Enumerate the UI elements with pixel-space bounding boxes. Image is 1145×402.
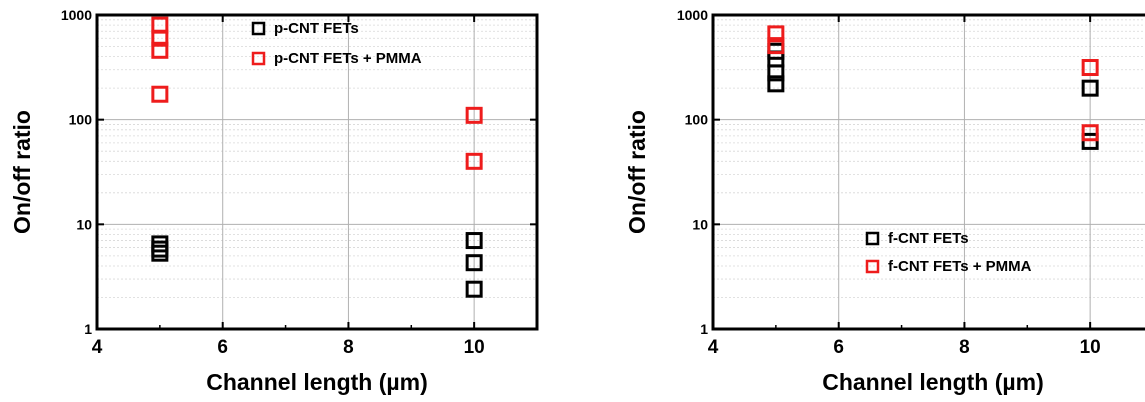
panel2-y-tick-label: 1000 (677, 7, 708, 23)
panel1-marker-series2 (465, 106, 483, 124)
panel1-marker-series1 (151, 240, 169, 258)
panel1-x-tick-label: 4 (92, 337, 103, 358)
panel2-legend: f-CNT FETs f-CNT FETs + PMMA (865, 230, 1032, 275)
panel2-legend-label: f-CNT FETs + PMMA (888, 258, 1032, 275)
panel2-y-tick-label: 100 (685, 112, 709, 128)
panel1-y-tick-label: 100 (69, 112, 93, 128)
panel1-legend-label: p-CNT FETs (274, 20, 359, 37)
panel2-x-tick-label: 10 (1080, 337, 1101, 358)
panel2-y-axis-title: On/off ratio (624, 110, 650, 234)
panel2-x-axis-title: Channel length (µm) (822, 369, 1044, 395)
panel2-x-tick-label: 4 (708, 337, 719, 358)
panel1-y-axis-title: On/off ratio (9, 110, 35, 234)
panel1-marker-series1 (465, 232, 483, 250)
panel2-marker-series1 (1081, 79, 1099, 97)
panel2-marker-series2 (767, 37, 785, 55)
panel2-x-tick-label: 6 (833, 337, 844, 358)
panel2-legend-marker (865, 259, 880, 274)
panel2-plot-frame (711, 13, 1145, 331)
panel1-legend: p-CNT FETs p-CNT FETs + PMMA (251, 20, 422, 67)
panel1-x-tick-label: 8 (343, 337, 354, 358)
panel1-marker-series2 (465, 152, 483, 170)
panel2-marker-series1 (1081, 132, 1099, 150)
panel2-marker-series2 (767, 25, 785, 43)
panel1-x-axis-title: Channel length (µm) (206, 369, 428, 395)
panel1-marker-series1 (151, 244, 169, 262)
panel1-x-tick-label: 6 (217, 337, 228, 358)
panel1-legend-label: p-CNT FETs + PMMA (274, 50, 422, 67)
panel1-marker-series1 (465, 254, 483, 272)
panel1-marker-series2 (151, 29, 169, 47)
panel1-plot-frame (95, 13, 539, 331)
panel1-marker-series1 (465, 280, 483, 298)
panel2-marker-series1 (767, 64, 785, 82)
panel2-marker-series1 (767, 75, 785, 93)
panel1-legend-marker (251, 21, 266, 36)
panel2-marker-series2 (1081, 59, 1099, 77)
panel2-y-tick-label: 10 (692, 216, 708, 232)
panel1-y-tick-label: 1000 (61, 7, 92, 23)
panel1-y-tick-label: 1 (84, 321, 92, 337)
panel1-marker-series2 (151, 41, 169, 59)
panel2-x-tick-label: 8 (959, 337, 970, 358)
panel2-y-tick-label: 1 (700, 321, 708, 337)
panel1-legend-marker (251, 51, 266, 66)
panel2-chart: 4 6 8 10 1 10 100 1000 Channel length (µm) On/off… (624, 7, 1145, 395)
panel1-chart: 4 6 8 10 1 10 100 1000 Channel length (µm) On/off… (9, 7, 539, 395)
panel2-legend-label: f-CNT FETs (888, 230, 969, 247)
panel1-x-tick-label: 10 (464, 337, 485, 358)
panel1-marker-series2 (151, 85, 169, 103)
panel2-marker-series2 (1081, 124, 1099, 142)
panel1-y-tick-label: 10 (76, 216, 92, 232)
panel2-legend-marker (865, 231, 880, 246)
panel1-marker-series1 (151, 235, 169, 253)
